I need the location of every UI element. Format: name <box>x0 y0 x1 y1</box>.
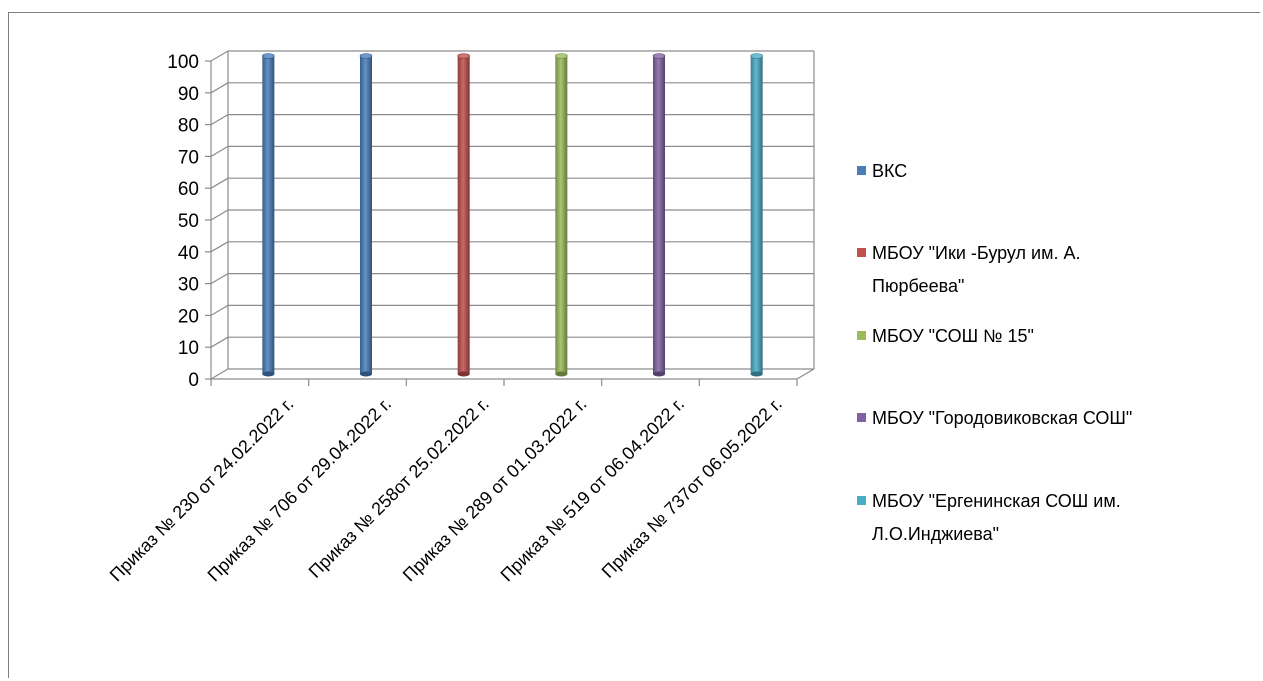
legend-swatch <box>857 166 866 175</box>
legend-swatch <box>857 331 866 340</box>
x-category-label: Приказ № 519 от 06.04.2022 г. <box>497 394 689 586</box>
y-tick-label: 10 <box>178 338 199 359</box>
x-category-label: Приказ № 706 от 29.04.2022 г. <box>204 394 396 586</box>
chart-frame <box>8 12 1260 678</box>
bar-base <box>457 371 470 377</box>
bar-top <box>652 53 666 59</box>
bar-top <box>555 53 568 59</box>
legend-swatch <box>857 496 866 505</box>
bar-body <box>360 56 372 374</box>
gridline-side <box>210 209 229 221</box>
gridlines <box>210 50 814 380</box>
bar-top <box>750 53 763 59</box>
y-tick-label: 70 <box>178 147 199 168</box>
gridline-side <box>210 368 229 380</box>
legend-label: МБОУ "Городовиковская СОШ" <box>872 408 1132 428</box>
legend-label: ВКС <box>872 161 907 181</box>
bar-base <box>750 371 763 377</box>
bar-body <box>457 56 470 374</box>
bar <box>652 53 666 377</box>
bar-base <box>262 371 275 377</box>
y-tick-label: 100 <box>167 52 199 73</box>
bar-body <box>262 56 275 374</box>
y-tick-label: 30 <box>178 275 199 296</box>
legend-label: МБОУ "СОШ № 15" <box>872 326 1034 346</box>
gridline-side <box>210 177 229 189</box>
gridline-side <box>210 241 229 253</box>
bar-top <box>262 53 275 59</box>
bar-body <box>555 56 568 374</box>
legend-label: МБОУ "Ики -Бурул им. А. <box>872 243 1080 263</box>
x-axis-category-labels: Приказ № 230 от 24.02.2022 г.Приказ № 70… <box>106 394 786 586</box>
bar-top <box>457 53 470 59</box>
legend-label: Пюрбеева" <box>872 276 964 296</box>
legend-label: Л.О.Инджиева" <box>872 524 999 544</box>
legend: ВКС МБОУ "Ики -Бурул им. А. Пюрбеева" МБОУ … <box>857 161 1132 544</box>
bar-top <box>359 53 373 59</box>
legend-label: МБОУ "Ергенинская СОШ им. <box>872 491 1121 511</box>
gridline-side <box>210 82 229 94</box>
y-tick-label: 50 <box>178 211 199 232</box>
gridline-side <box>210 273 229 285</box>
bar <box>262 53 275 377</box>
y-tick-label: 60 <box>178 179 199 200</box>
y-axis-tick-labels: 0 10 20 30 40 50 60 70 80 90 100 <box>167 52 199 391</box>
gridline-side <box>210 304 229 316</box>
y-tick-label: 0 <box>188 370 199 391</box>
floor-edge <box>796 368 815 380</box>
x-category-label: Приказ № 737от 06.05.2022 г. <box>598 394 786 582</box>
gridline-side <box>210 114 229 126</box>
bar <box>555 53 568 377</box>
bar-base <box>653 371 665 377</box>
axes <box>205 51 815 386</box>
y-tick-label: 40 <box>178 243 199 264</box>
bar-base <box>555 371 568 377</box>
bar-body <box>653 56 665 374</box>
bar-base <box>360 371 372 377</box>
y-tick-label: 20 <box>178 306 199 327</box>
bar-body <box>750 56 763 374</box>
x-category-label: Приказ № 230 от 24.02.2022 г. <box>106 394 298 586</box>
bars <box>262 53 763 377</box>
bar <box>457 53 470 377</box>
bar <box>359 53 373 377</box>
x-category-label: Приказ № 258от 25.02.2022 г. <box>305 394 493 582</box>
bar <box>750 53 763 377</box>
legend-swatch <box>857 413 866 422</box>
legend-swatch <box>857 248 866 257</box>
y-tick-label: 90 <box>178 84 199 105</box>
gridline-side <box>210 50 229 62</box>
y-tick-label: 80 <box>178 116 199 137</box>
gridline-side <box>210 145 229 157</box>
x-category-label: Приказ № 289 от 01.03.2022 г. <box>399 394 591 586</box>
gridline-side <box>210 336 229 348</box>
